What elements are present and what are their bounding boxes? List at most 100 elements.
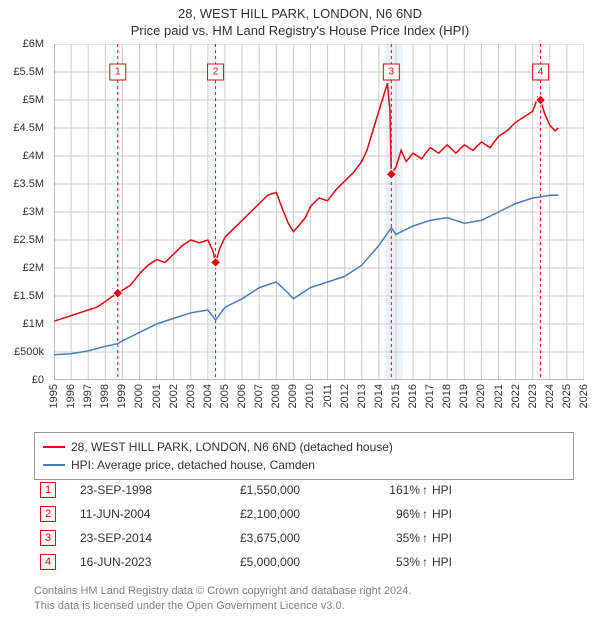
x-tick-label: 2007 — [253, 384, 265, 408]
y-tick-label: £4M — [23, 150, 44, 162]
x-tick-label: 2025 — [561, 384, 573, 408]
up-arrow-icon: ↑ — [422, 531, 428, 545]
sale-point-diamond — [211, 257, 221, 267]
x-tick-label: 2016 — [407, 384, 419, 408]
sale-row-marker: 3 — [40, 530, 56, 546]
chart-svg: 1 2 3 4 — [54, 44, 584, 380]
y-tick-label: £4.5M — [13, 122, 44, 134]
hpi-series-line — [54, 195, 558, 355]
y-tick-label: £5.5M — [13, 66, 44, 78]
x-tick-label: 2002 — [168, 384, 180, 408]
x-tick-label: 2020 — [475, 384, 487, 408]
sale-row-price: £1,550,000 — [240, 483, 360, 497]
sale-marker-number: 4 — [538, 67, 544, 78]
sale-row: 4 16-JUN-2023£5,000,00053%↑ HPI — [34, 550, 574, 574]
x-tick-label: 2013 — [356, 384, 368, 408]
x-tick-label: 2015 — [390, 384, 402, 408]
x-tick-label: 2018 — [441, 384, 453, 408]
x-tick-label: 2023 — [527, 384, 539, 408]
sale-row-tail: HPI — [432, 507, 452, 521]
sale-row: 1 23-SEP-1998£1,550,000161%↑ HPI — [34, 478, 574, 502]
sales-table: 123-SEP-1998£1,550,000161%↑HPI211-JUN-20… — [34, 478, 574, 574]
sale-row-tail: HPI — [432, 555, 452, 569]
up-arrow-icon: ↑ — [422, 555, 428, 569]
y-tick-label: £5M — [23, 94, 44, 106]
sale-point-diamond — [113, 288, 123, 298]
x-tick-label: 1998 — [99, 384, 111, 408]
sale-row-marker: 2 — [40, 506, 56, 522]
sale-row-pct: 96% — [360, 507, 420, 521]
y-tick-label: £2M — [23, 262, 44, 274]
sale-row-date: 11-JUN-2004 — [80, 507, 240, 521]
y-tick-label: £3M — [23, 206, 44, 218]
sale-marker-number: 3 — [389, 67, 395, 78]
legend-swatch — [43, 464, 65, 466]
sale-row: 3 23-SEP-2014£3,675,00035%↑ HPI — [34, 526, 574, 550]
x-tick-label: 2006 — [236, 384, 248, 408]
x-tick-label: 1995 — [48, 384, 60, 408]
sale-row-pct: 53% — [360, 555, 420, 569]
sale-row-tail: HPI — [432, 483, 452, 497]
x-tick-label: 2011 — [322, 384, 334, 408]
sale-row-date: 23-SEP-2014 — [80, 531, 240, 545]
x-tick-label: 2001 — [151, 384, 163, 408]
x-tick-label: 2017 — [424, 384, 436, 408]
chart-legend: 28, WEST HILL PARK, LONDON, N6 6ND (deta… — [34, 432, 574, 480]
x-tick-label: 2005 — [219, 384, 231, 408]
legend-label: HPI: Average price, detached house, Camd… — [71, 456, 315, 474]
x-tick-label: 2003 — [185, 384, 197, 408]
x-tick-label: 2021 — [493, 384, 505, 408]
price-series-line — [54, 83, 558, 321]
sale-row: 2 11-JUN-2004£2,100,00096%↑ HPI — [34, 502, 574, 526]
y-tick-label: £1M — [23, 318, 44, 330]
x-tick-label: 2008 — [270, 384, 282, 408]
x-tick-label: 1999 — [116, 384, 128, 408]
x-tick-label: 2026 — [578, 384, 590, 408]
x-tick-label: 2004 — [202, 384, 214, 408]
y-tick-label: £2.5M — [13, 234, 44, 246]
sale-row-marker: 1 — [40, 482, 56, 498]
x-tick-label: 2022 — [510, 384, 522, 408]
chart-title-line2: Price paid vs. HM Land Registry's House … — [0, 23, 600, 40]
sale-row-marker: 4 — [40, 554, 56, 570]
y-tick-label: £1.5M — [13, 290, 44, 302]
x-tick-label: 2014 — [373, 384, 385, 408]
up-arrow-icon: ↑ — [422, 507, 428, 521]
x-axis-ticks: 1995199619971998199920002001200220032004… — [54, 380, 584, 430]
x-tick-label: 2012 — [339, 384, 351, 408]
up-arrow-icon: ↑ — [422, 483, 428, 497]
sale-row-price: £3,675,000 — [240, 531, 360, 545]
sale-row-date: 23-SEP-1998 — [80, 483, 240, 497]
sale-point-diamond — [536, 95, 546, 105]
sale-row-pct: 161% — [360, 483, 420, 497]
sale-row-price: £2,100,000 — [240, 507, 360, 521]
x-tick-label: 2019 — [458, 384, 470, 408]
x-tick-label: 2009 — [287, 384, 299, 408]
y-tick-label: £3.5M — [13, 178, 44, 190]
legend-row: HPI: Average price, detached house, Camd… — [43, 456, 565, 474]
sale-marker-number: 2 — [213, 67, 219, 78]
sale-marker-number: 1 — [115, 67, 121, 78]
legend-label: 28, WEST HILL PARK, LONDON, N6 6ND (deta… — [71, 438, 393, 456]
chart-title-line1: 28, WEST HILL PARK, LONDON, N6 6ND — [0, 6, 600, 23]
legend-row: 28, WEST HILL PARK, LONDON, N6 6ND (deta… — [43, 438, 565, 456]
sale-row-pct: 35% — [360, 531, 420, 545]
x-tick-label: 2010 — [304, 384, 316, 408]
y-tick-label: £500k — [14, 346, 44, 358]
sale-row-price: £5,000,000 — [240, 555, 360, 569]
x-tick-label: 1996 — [65, 384, 77, 408]
legend-swatch — [43, 446, 65, 448]
y-tick-label: £6M — [23, 38, 44, 50]
license-footer: Contains HM Land Registry data © Crown c… — [34, 584, 574, 614]
chart-plot-area: 1 2 3 4 — [54, 44, 584, 380]
footer-line1: Contains HM Land Registry data © Crown c… — [34, 584, 574, 599]
x-tick-label: 2024 — [544, 384, 556, 408]
sale-row-date: 16-JUN-2023 — [80, 555, 240, 569]
sale-row-tail: HPI — [432, 531, 452, 545]
y-axis-ticks: £0£500k£1M£1.5M£2M£2.5M£3M£3.5M£4M£4.5M£… — [0, 44, 48, 380]
x-tick-label: 1997 — [82, 384, 94, 408]
x-tick-label: 2000 — [133, 384, 145, 408]
footer-line2: This data is licensed under the Open Gov… — [34, 599, 574, 614]
chart-title-block: 28, WEST HILL PARK, LONDON, N6 6ND Price… — [0, 0, 600, 40]
y-tick-label: £0 — [32, 374, 44, 386]
